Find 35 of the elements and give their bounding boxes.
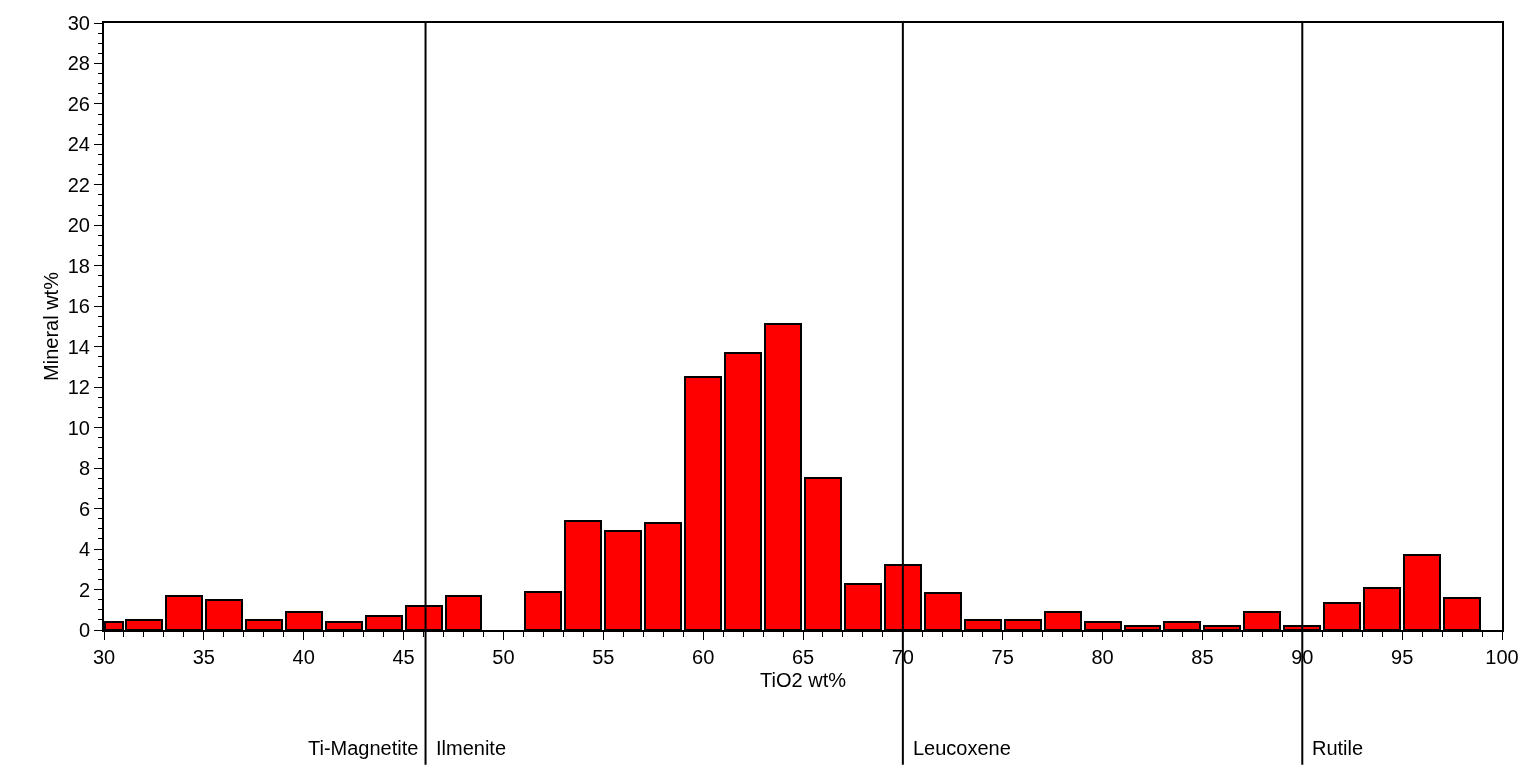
y-tick-label: 14 xyxy=(67,335,90,358)
y-tick-label: 10 xyxy=(67,416,90,439)
y-tick-label: 0 xyxy=(78,619,90,641)
ref-line-label: Leucoxene xyxy=(913,737,1011,759)
x-tick-label: 60 xyxy=(692,646,715,668)
y-tick-label: 18 xyxy=(67,254,90,277)
x-tick-label: 100 xyxy=(1485,646,1519,668)
x-axis-title: TiO2 wt% xyxy=(760,669,847,691)
y-tick-label: 24 xyxy=(67,133,90,156)
x-tick-label: 45 xyxy=(392,646,415,668)
y-tick-label: 26 xyxy=(67,92,90,115)
x-tick-label: 75 xyxy=(991,646,1014,668)
y-tick-label: 20 xyxy=(67,214,90,237)
y-tick-label: 2 xyxy=(78,578,90,601)
ref-line-label: Rutile xyxy=(1312,737,1364,759)
x-tick-label: 65 xyxy=(791,646,815,668)
y-tick-label: 22 xyxy=(67,173,90,196)
x-tick-label: 55 xyxy=(592,646,615,668)
y-tick-label: 8 xyxy=(78,457,90,480)
y-tick-label: 4 xyxy=(78,538,90,561)
text: Ti-Magnetite xyxy=(308,737,419,759)
y-tick-label: 12 xyxy=(67,376,90,399)
x-tick-label: 40 xyxy=(292,646,315,668)
ref-line-label: Ilmenite xyxy=(436,737,507,759)
y-tick-label: 16 xyxy=(67,295,90,318)
x-tick-label: 35 xyxy=(192,646,215,668)
x-tick-label: 80 xyxy=(1091,646,1114,668)
x-tick-label: 50 xyxy=(492,646,515,668)
x-tick-label: 30 xyxy=(92,646,116,668)
y-tick-label: 28 xyxy=(67,52,90,75)
x-tick-label: 95 xyxy=(1391,646,1414,668)
y-tick-label: 6 xyxy=(78,497,90,520)
y-axis-title: Mineral wt% xyxy=(39,271,62,381)
x-tick-label: 85 xyxy=(1191,646,1214,668)
y-tick-label: 30 xyxy=(67,12,90,34)
